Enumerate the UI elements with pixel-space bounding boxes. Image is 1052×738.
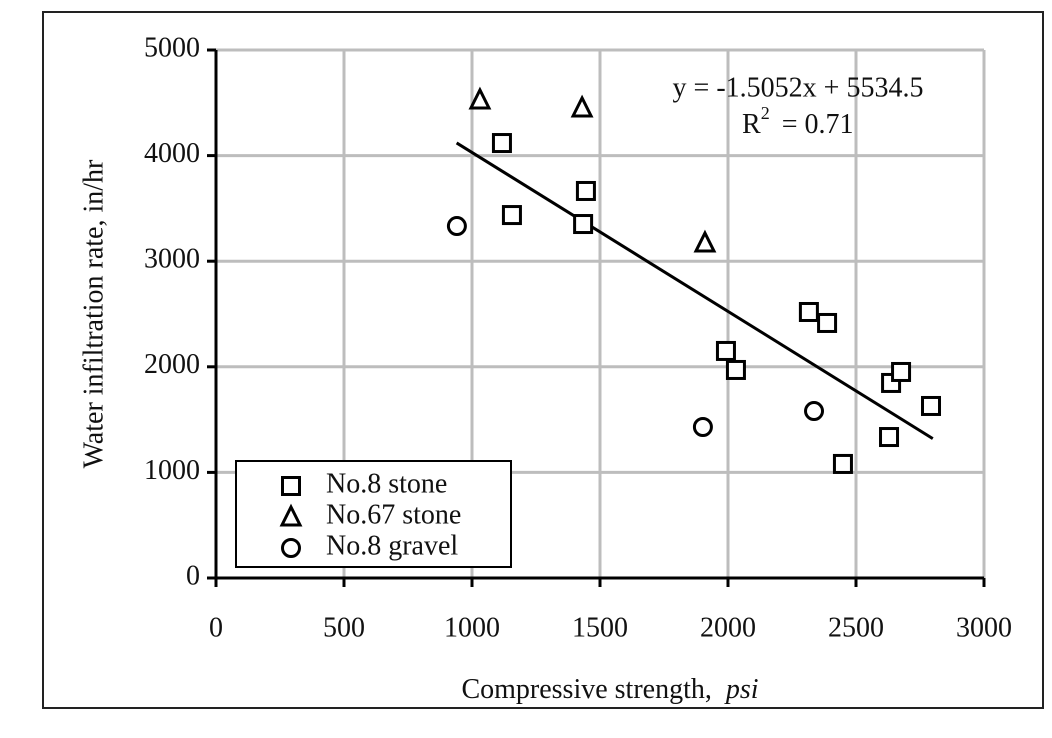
y-tick-label: 1000 <box>144 455 200 486</box>
frame <box>42 11 1044 709</box>
y-tick-label: 2000 <box>144 349 200 380</box>
point-circle <box>804 401 825 422</box>
x-tick-label: 500 <box>323 612 365 643</box>
point-triangle <box>570 94 594 118</box>
legend-marker <box>281 476 301 496</box>
r-squared-base: R <box>742 109 761 140</box>
point-square <box>491 133 512 154</box>
x-tick-label: 1000 <box>444 612 500 643</box>
point-square <box>879 427 900 448</box>
r-squared-rest: = 0.71 <box>782 109 854 140</box>
point-square <box>891 361 912 382</box>
point-circle <box>446 216 467 237</box>
point-square <box>832 453 853 474</box>
y-tick-label: 3000 <box>144 244 200 275</box>
y-axis-title: Water infiltration rate, in/hr <box>78 159 109 468</box>
point-square <box>715 340 736 361</box>
x-label: Compressive strength, <box>461 674 711 705</box>
point-circle <box>692 416 713 437</box>
legend-marker <box>279 503 303 527</box>
marks <box>446 86 942 474</box>
y-tick-label: 0 <box>186 560 200 591</box>
point-square <box>798 301 819 322</box>
point-triangle <box>468 86 492 110</box>
x-tick-label: 0 <box>209 612 223 643</box>
x-tick-label: 3000 <box>956 612 1012 643</box>
x-label-unit: psi <box>724 674 759 705</box>
y-tick-label: 4000 <box>144 138 200 169</box>
r-squared-sup: 2 <box>761 103 770 123</box>
point-square <box>575 180 596 201</box>
legend-label: No.8 gravel <box>326 530 458 561</box>
point-square <box>817 312 838 333</box>
y-tick-label: 5000 <box>144 32 200 63</box>
equation: y = -1.5052x + 5534.5 <box>673 72 924 103</box>
trend-line <box>455 141 934 440</box>
legend-marker <box>281 538 301 558</box>
x-tick-label: 2000 <box>700 612 756 643</box>
point-square <box>501 205 522 226</box>
point-square <box>573 214 594 235</box>
legend-label: No.8 stone <box>326 468 447 499</box>
r-squared: R2 = 0.71 <box>742 103 853 140</box>
point-square <box>725 359 746 380</box>
x-tick-label: 1500 <box>572 612 628 643</box>
axes: 0 1000 2000 3000 4000 5000 0 500 1000 1500 2000 250… <box>144 32 1012 643</box>
point-square <box>921 395 942 416</box>
point-triangle <box>693 229 717 253</box>
legend-label: No.67 stone <box>326 499 461 530</box>
x-axis-title: Compressive strength, psi <box>461 674 758 705</box>
x-tick-label: 2500 <box>828 612 884 643</box>
